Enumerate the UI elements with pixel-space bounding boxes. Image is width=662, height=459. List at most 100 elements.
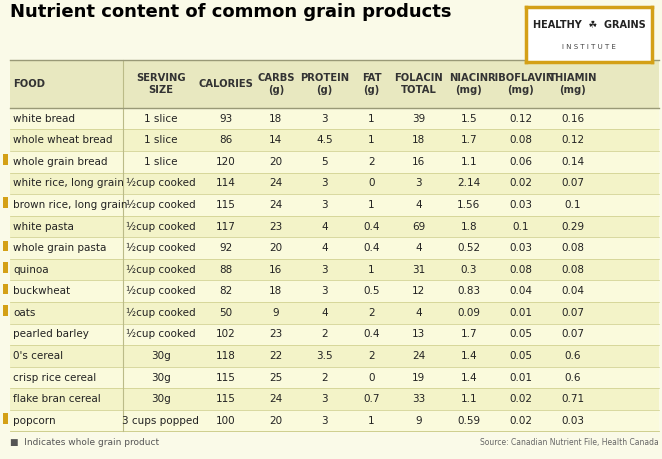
Text: 0.07: 0.07: [561, 308, 585, 318]
Bar: [3, 241, 8, 252]
Text: ½cup cooked: ½cup cooked: [126, 179, 195, 188]
Text: 3: 3: [321, 394, 328, 404]
Bar: [10, 237, 659, 259]
Text: 30g: 30g: [151, 394, 171, 404]
Text: 24: 24: [269, 179, 283, 188]
Text: 24: 24: [412, 351, 425, 361]
Text: 2: 2: [368, 351, 375, 361]
Text: 16: 16: [269, 265, 283, 274]
Text: 3 cups popped: 3 cups popped: [122, 416, 199, 425]
Bar: [10, 129, 659, 151]
Text: 16: 16: [412, 157, 425, 167]
Text: RIBOFLAVIN
(mg): RIBOFLAVIN (mg): [487, 73, 555, 95]
Text: whole wheat bread: whole wheat bread: [13, 135, 113, 145]
Text: 30g: 30g: [151, 351, 171, 361]
Text: 0.09: 0.09: [457, 308, 481, 318]
Text: 0.03: 0.03: [509, 243, 532, 253]
Text: 2: 2: [368, 308, 375, 318]
Text: 1: 1: [368, 135, 375, 145]
Text: 0.05: 0.05: [509, 330, 532, 339]
Text: 0.4: 0.4: [363, 243, 380, 253]
Text: 0.08: 0.08: [561, 243, 585, 253]
Text: 0.06: 0.06: [509, 157, 532, 167]
Bar: [10, 173, 659, 194]
Bar: [10, 259, 659, 280]
Text: 0: 0: [368, 179, 375, 188]
Bar: [10, 410, 659, 431]
Text: 100: 100: [216, 416, 236, 425]
Text: 88: 88: [219, 265, 232, 274]
Bar: [10, 280, 659, 302]
Text: 0.14: 0.14: [561, 157, 585, 167]
Text: 0.52: 0.52: [457, 243, 481, 253]
Text: 0.1: 0.1: [512, 222, 529, 231]
Text: 0: 0: [368, 373, 375, 382]
Text: white pasta: white pasta: [13, 222, 74, 231]
Text: ½cup cooked: ½cup cooked: [126, 243, 195, 253]
Text: whole grain bread: whole grain bread: [13, 157, 108, 167]
Text: ½cup cooked: ½cup cooked: [126, 265, 195, 274]
Text: 39: 39: [412, 114, 425, 123]
Text: 13: 13: [412, 330, 425, 339]
Text: pearled barley: pearled barley: [13, 330, 89, 339]
Text: 3.5: 3.5: [316, 351, 333, 361]
Text: whole grain pasta: whole grain pasta: [13, 243, 107, 253]
Text: 0.71: 0.71: [561, 394, 585, 404]
Text: 0.12: 0.12: [509, 114, 532, 123]
Text: 93: 93: [219, 114, 232, 123]
Text: 3: 3: [321, 114, 328, 123]
Text: buckwheat: buckwheat: [13, 286, 70, 296]
Text: ■  Indicates whole grain product: ■ Indicates whole grain product: [10, 438, 159, 448]
Text: I N S T I T U T E: I N S T I T U T E: [562, 44, 616, 50]
Text: 1 slice: 1 slice: [144, 157, 177, 167]
Text: 0.04: 0.04: [561, 286, 585, 296]
Text: 0.6: 0.6: [565, 351, 581, 361]
Text: 102: 102: [216, 330, 236, 339]
Text: 1.56: 1.56: [457, 200, 481, 210]
Text: 0.01: 0.01: [509, 308, 532, 318]
Text: 20: 20: [269, 157, 283, 167]
Text: NIACIN
(mg): NIACIN (mg): [449, 73, 489, 95]
Text: 1.4: 1.4: [461, 373, 477, 382]
Text: CALORIES: CALORIES: [198, 79, 253, 89]
Bar: [10, 108, 659, 129]
Text: 117: 117: [216, 222, 236, 231]
Text: 0.05: 0.05: [509, 351, 532, 361]
Text: 4: 4: [321, 308, 328, 318]
Text: 1 slice: 1 slice: [144, 135, 177, 145]
Bar: [10, 216, 659, 237]
Text: 4.5: 4.5: [316, 135, 333, 145]
Text: 9: 9: [273, 308, 279, 318]
Text: 23: 23: [269, 330, 283, 339]
Text: 0.3: 0.3: [461, 265, 477, 274]
Text: 2: 2: [368, 157, 375, 167]
Text: FOLACIN
TOTAL: FOLACIN TOTAL: [395, 73, 443, 95]
Text: 1.5: 1.5: [461, 114, 477, 123]
Text: 82: 82: [219, 286, 232, 296]
Text: 86: 86: [219, 135, 232, 145]
Bar: [3, 284, 8, 295]
Text: 114: 114: [216, 179, 236, 188]
Text: 0.02: 0.02: [509, 394, 532, 404]
Text: 69: 69: [412, 222, 425, 231]
Text: white rice, long grain: white rice, long grain: [13, 179, 124, 188]
Text: 5: 5: [321, 157, 328, 167]
Text: ½cup cooked: ½cup cooked: [126, 308, 195, 318]
Text: 14: 14: [269, 135, 283, 145]
Text: 4: 4: [321, 222, 328, 231]
Text: 1.1: 1.1: [461, 394, 477, 404]
Text: 0.5: 0.5: [363, 286, 380, 296]
Text: 0.07: 0.07: [561, 330, 585, 339]
Text: 2: 2: [321, 330, 328, 339]
Text: SERVING
SIZE: SERVING SIZE: [136, 73, 185, 95]
Text: 24: 24: [269, 394, 283, 404]
Text: 118: 118: [216, 351, 236, 361]
Text: 0.1: 0.1: [565, 200, 581, 210]
Text: 3: 3: [321, 416, 328, 425]
Text: 1: 1: [368, 416, 375, 425]
Text: PROTEIN
(g): PROTEIN (g): [300, 73, 349, 95]
Text: 0.6: 0.6: [565, 373, 581, 382]
Text: 3: 3: [321, 265, 328, 274]
Text: 20: 20: [269, 416, 283, 425]
Text: 24: 24: [269, 200, 283, 210]
